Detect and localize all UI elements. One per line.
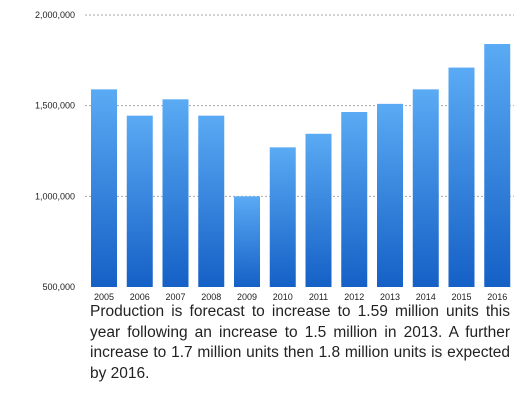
y-tick-label: 500,000: [42, 282, 75, 292]
x-tick-label-2008: 2008: [201, 292, 221, 300]
bar-2005: [91, 89, 117, 287]
x-tick-label-2016: 2016: [487, 292, 507, 300]
bar-2008: [198, 115, 225, 287]
x-tick-label-2015: 2015: [451, 292, 471, 300]
bar-2007: [162, 99, 189, 287]
x-tick-label-2006: 2006: [130, 292, 150, 300]
y-axis-tick-labels: 2,000,000 1,500,000 1,000,000 500,000: [35, 10, 75, 292]
bar-2011: [305, 133, 332, 287]
bar-2010: [269, 147, 296, 287]
bar-2006: [126, 115, 153, 287]
x-tick-label-2005: 2005: [94, 292, 114, 300]
bar-2014: [412, 89, 439, 287]
x-tick-label-2007: 2007: [165, 292, 185, 300]
x-tick-label-2010: 2010: [273, 292, 293, 300]
x-axis-tick-labels: 2005 2006 2007 2008 2009 2010 2011 2012 2013 2014…: [94, 292, 507, 300]
x-tick-label-2014: 2014: [416, 292, 436, 300]
chart-caption: Production is forecast to increase to 1.…: [90, 303, 510, 382]
x-tick-label-2009: 2009: [237, 292, 257, 300]
y-tick-label: 1,500,000: [35, 101, 75, 111]
bar-2015: [448, 67, 475, 287]
y-tick-label: 1,000,000: [35, 191, 75, 201]
bar-2009: [234, 196, 260, 287]
bar-2013: [377, 103, 403, 287]
bar-2016: [484, 44, 511, 287]
y-tick-label: 2,000,000: [35, 10, 75, 20]
grid-lines: [85, 14, 514, 197]
x-tick-label-2012: 2012: [344, 292, 364, 300]
x-tick-label-2013: 2013: [380, 292, 400, 300]
x-tick-label-2011: 2011: [309, 292, 328, 300]
bars: [91, 44, 511, 287]
bar-2012: [341, 112, 368, 287]
